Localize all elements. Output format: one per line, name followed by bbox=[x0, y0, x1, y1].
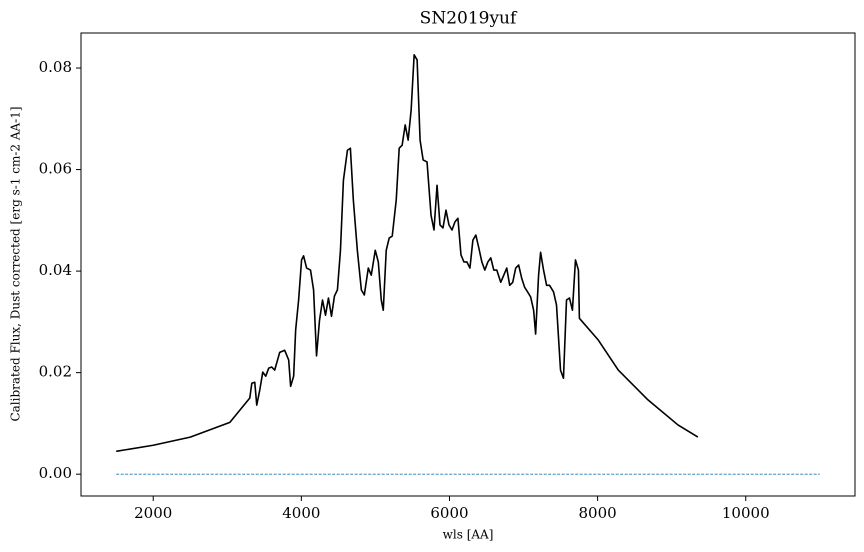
x-tick-label: 4000 bbox=[282, 504, 320, 522]
x-tick-label: 8000 bbox=[579, 504, 617, 522]
series-line bbox=[116, 54, 699, 453]
y-tick-label: 0.08 bbox=[39, 58, 72, 76]
y-tick-label: 0.06 bbox=[39, 160, 72, 178]
x-tick-label: 10000 bbox=[722, 504, 770, 522]
y-tick-label: 0.04 bbox=[39, 261, 72, 279]
y-tick-label: 0.00 bbox=[39, 464, 72, 482]
x-tick-label: 2000 bbox=[134, 504, 172, 522]
y-axis-label: Calibrated Flux, Dust corrected [erg s-1… bbox=[9, 106, 23, 421]
x-axis-label: wls [AA] bbox=[443, 528, 494, 542]
x-tick-label: 6000 bbox=[430, 504, 468, 522]
y-tick-label: 0.02 bbox=[39, 363, 72, 381]
chart-title: SN2019yuf bbox=[420, 9, 518, 29]
axes-frame bbox=[80, 32, 856, 497]
